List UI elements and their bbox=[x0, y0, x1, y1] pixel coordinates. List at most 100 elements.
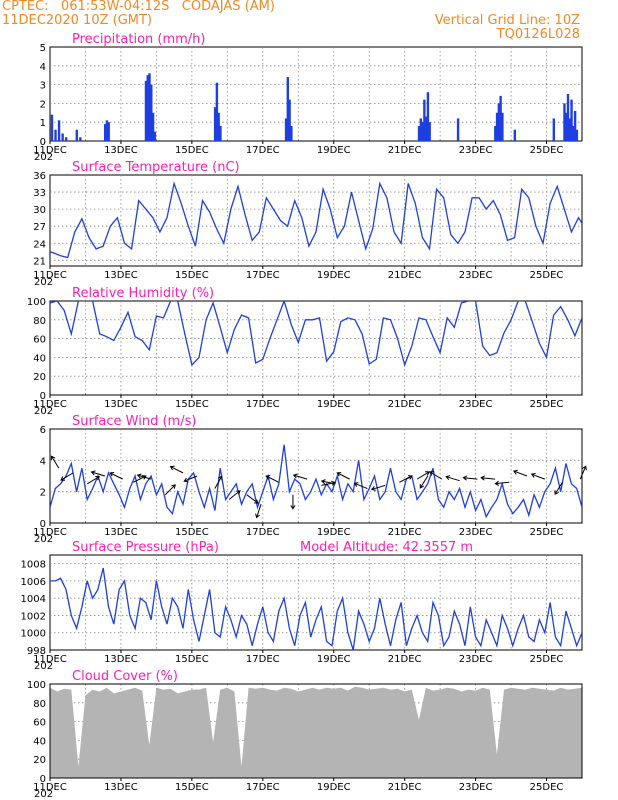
precip-bar bbox=[103, 124, 107, 141]
precip-date-label: 25DEC bbox=[530, 145, 564, 156]
wind-vector-arrow bbox=[51, 456, 60, 469]
wind-vector-head bbox=[169, 465, 175, 471]
wind-vector-head bbox=[95, 476, 100, 481]
wind-vector-arrow bbox=[371, 484, 386, 490]
pressure-date-label: 21DEC bbox=[388, 654, 422, 665]
pressure-ytick-label: 1002 bbox=[21, 611, 46, 622]
wind-vector-arrow bbox=[463, 477, 478, 480]
pressure-date-label: 17DEC bbox=[246, 654, 280, 665]
temp-year-label: 202 bbox=[34, 277, 53, 288]
precip-bar bbox=[50, 114, 54, 141]
precip-bar bbox=[456, 118, 460, 141]
wind-date-label: 15DEC bbox=[175, 527, 209, 538]
precip-bar bbox=[568, 118, 571, 141]
precip-bar bbox=[424, 116, 428, 141]
cloud-date-label: 11DEC bbox=[33, 782, 67, 793]
pressure-date-label: 13DEC bbox=[104, 654, 138, 665]
wind-vector-head bbox=[480, 475, 485, 481]
wind-vector-head bbox=[60, 476, 66, 481]
wind-vector-head bbox=[236, 490, 241, 495]
temp-ytick-label: 36 bbox=[33, 171, 46, 182]
cloud-date-label: 23DEC bbox=[459, 782, 493, 793]
wind-vector-arrow bbox=[429, 471, 443, 480]
cloud-date-label: 15DEC bbox=[175, 782, 209, 793]
precip-bar bbox=[61, 133, 64, 141]
precip-date-label: 17DEC bbox=[246, 145, 280, 156]
wind-vector-head bbox=[141, 475, 147, 480]
wind-vector-head bbox=[265, 475, 271, 480]
precip-bar bbox=[499, 95, 502, 141]
wind-vector-arrow bbox=[419, 475, 429, 489]
temp-ytick-label: 30 bbox=[33, 205, 46, 216]
wind-vector-arrow bbox=[228, 490, 241, 500]
temp-date-label: 25DEC bbox=[530, 270, 564, 281]
rh-ytick-label: 100 bbox=[27, 297, 46, 308]
precip-bar bbox=[501, 112, 504, 141]
pressure-date-label: 15DEC bbox=[175, 654, 209, 665]
rh-ytick-label: 80 bbox=[33, 316, 46, 327]
precip-bar bbox=[419, 118, 423, 141]
wind-vector-arrow bbox=[293, 474, 308, 480]
precip-bar bbox=[146, 75, 149, 141]
rh-date-label: 15DEC bbox=[175, 399, 209, 410]
wind-vector-head bbox=[462, 475, 468, 481]
precip-bar bbox=[148, 73, 151, 141]
precip-bar bbox=[570, 99, 573, 141]
wind-vector-arrow bbox=[354, 482, 368, 489]
temp-ytick-label: 21 bbox=[33, 256, 46, 267]
wind-vector-head bbox=[494, 480, 500, 486]
wind-vector-head bbox=[109, 472, 115, 477]
rh-ytick-label: 0 bbox=[40, 391, 46, 402]
wind-ytick-label: 2 bbox=[40, 488, 46, 499]
wind-vector-arrow bbox=[481, 477, 496, 480]
wind-vector-arrow bbox=[399, 475, 413, 483]
wind-vector-head bbox=[429, 471, 434, 476]
wind-vector-head bbox=[171, 484, 176, 489]
wind-vector-arrow bbox=[321, 480, 336, 485]
precip-bar bbox=[495, 112, 499, 141]
wind-frame bbox=[49, 428, 583, 524]
temp-date-label: 15DEC bbox=[175, 270, 209, 281]
temp-ytick-label: 33 bbox=[33, 188, 46, 199]
precip-bar bbox=[565, 112, 568, 141]
precip-bar bbox=[563, 103, 566, 141]
temp-date-label: 11DEC bbox=[33, 270, 67, 281]
precip-ytick-label: 5 bbox=[40, 43, 46, 54]
wind-ytick-label: 0 bbox=[40, 519, 46, 530]
wind-series-line bbox=[50, 444, 582, 519]
wind-date-label: 17DEC bbox=[246, 527, 280, 538]
cloud-date-label: 19DEC bbox=[317, 782, 351, 793]
wind-date-label: 11DEC bbox=[33, 527, 67, 538]
wind-vector-head bbox=[419, 483, 425, 489]
precip-bar bbox=[144, 80, 148, 141]
wind-vector-arrow bbox=[531, 473, 545, 480]
wind-vector-arrow bbox=[336, 472, 350, 480]
wind-vector-arrow bbox=[246, 494, 259, 504]
cloud-ytick-label: 20 bbox=[33, 755, 46, 766]
header-station: CPTEC: 061:53W-04:12S CODAJAS (AM) bbox=[2, 0, 275, 14]
pressure-model-altitude: Model Altitude: 42.3557 m bbox=[300, 540, 473, 555]
precip-bar bbox=[57, 120, 61, 141]
precip-bar bbox=[566, 94, 570, 141]
pressure-date-label: 25DEC bbox=[530, 654, 564, 665]
wind-date-label: 23DEC bbox=[459, 527, 493, 538]
wind-vector-head bbox=[407, 475, 413, 480]
precip-bar bbox=[417, 125, 421, 141]
precip-bar bbox=[150, 84, 153, 141]
cloud-title: Cloud Cover (%) bbox=[72, 669, 178, 684]
rh-date-label: 23DEC bbox=[459, 399, 493, 410]
pressure-date-label: 23DEC bbox=[459, 654, 493, 665]
rh-series-line bbox=[50, 301, 582, 368]
pressure-ytick-label: 1000 bbox=[21, 629, 46, 640]
precip-bar bbox=[421, 122, 424, 141]
wind-date-label: 25DEC bbox=[530, 527, 564, 538]
pressure-ytick-label: 1004 bbox=[21, 594, 46, 605]
rh-ytick-label: 60 bbox=[33, 335, 46, 346]
precip-ytick-label: 0 bbox=[40, 137, 46, 148]
rh-frame bbox=[49, 300, 583, 396]
precip-bar bbox=[513, 129, 517, 141]
wind-vector-head bbox=[353, 482, 359, 487]
pressure-frame bbox=[49, 554, 583, 651]
precip-bar bbox=[284, 118, 288, 141]
cloud-date-label: 21DEC bbox=[388, 782, 422, 793]
